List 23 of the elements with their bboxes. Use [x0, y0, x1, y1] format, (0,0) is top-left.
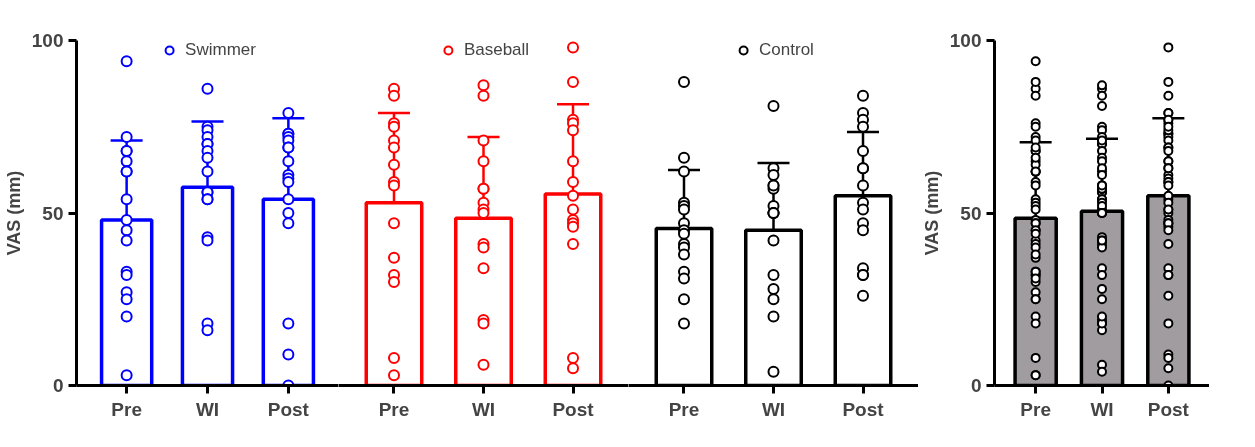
y-tick-label: 100 [949, 30, 982, 51]
y-tick-label: 0 [970, 375, 982, 396]
x-tick-label: Post [1147, 398, 1190, 420]
y-axis-title: VAS (mm) [921, 170, 942, 256]
legend-label: Control [759, 40, 814, 60]
y-tick-label: 50 [42, 202, 64, 224]
y-tick-label: 0 [52, 375, 64, 396]
x-tick-label: WI [1090, 398, 1114, 420]
x-tick-label: Post [552, 398, 595, 420]
x-tick-label: Pre [1020, 398, 1051, 420]
x-tick-label: Post [267, 398, 310, 420]
x-tick-label: WI [195, 398, 220, 420]
legend-label: Swimmer [185, 40, 256, 60]
legend-label: Baseball [463, 40, 530, 60]
x-tick-label: Pre [378, 398, 410, 420]
y-tick-label: 100 [31, 30, 64, 51]
x-tick-label: Post [842, 398, 885, 420]
x-tick-label: WI [761, 398, 786, 420]
x-tick-label: Pre [111, 398, 142, 420]
x-tick-label: Pre [668, 398, 700, 420]
y-tick-label: 50 [960, 202, 982, 224]
y-axis-title: VAS (mm) [3, 170, 24, 256]
x-tick-label: WI [471, 398, 496, 420]
